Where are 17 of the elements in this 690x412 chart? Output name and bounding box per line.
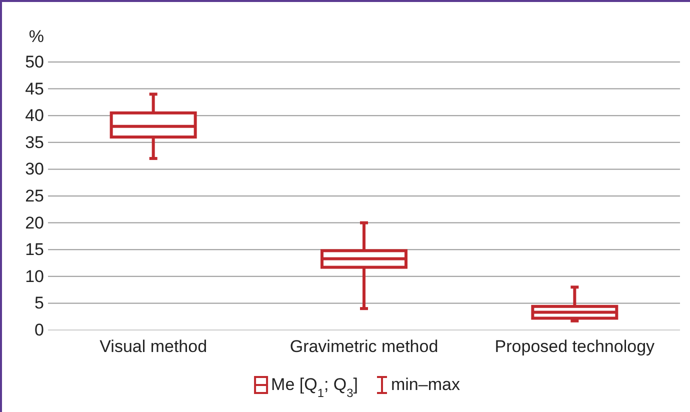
text: min–max — [390, 375, 460, 394]
y-tick-label: 15 — [25, 240, 44, 260]
y-tick-label: 50 — [25, 52, 44, 72]
x-tick-label: Proposed technology — [494, 337, 656, 356]
y-tick-label: 0 — [34, 320, 44, 340]
x-tick-label: Gravimetric method — [290, 337, 438, 356]
x-tick-label: Visual method — [100, 337, 208, 356]
y-tick-label: 35 — [25, 132, 44, 152]
y-tick-label: 40 — [25, 106, 44, 126]
y-tick-label: 20 — [25, 213, 44, 232]
y-axis-title: % — [28, 27, 44, 46]
legend-label: Me [Q$_{1}$; Q$_{3}$] — [271, 375, 358, 400]
y-tick-label: 10 — [25, 266, 44, 286]
y-tick-label: 45 — [25, 79, 44, 98]
y-tick-label: 5 — [34, 294, 44, 313]
y-tick-label: 30 — [25, 160, 44, 179]
y-tick-label: 25 — [25, 186, 44, 206]
